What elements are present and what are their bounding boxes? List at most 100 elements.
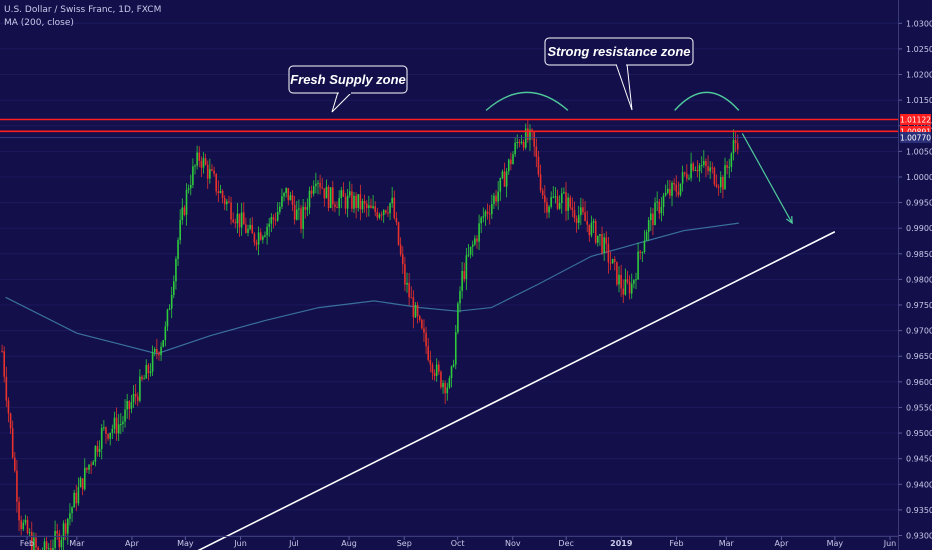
candle-body xyxy=(187,188,190,190)
candle-body xyxy=(454,332,457,365)
supply-callout[interactable]: Fresh Supply zone xyxy=(288,65,408,113)
candle-body xyxy=(463,270,466,280)
candle-body xyxy=(249,224,251,229)
candle-body xyxy=(590,222,593,236)
time-axis[interactable]: Feb Mar Apr May Jun Jul Aug Sep Oct Nov Dec 2019 Feb… xyxy=(0,536,899,549)
candle-body xyxy=(597,235,599,243)
candle-body xyxy=(332,187,334,205)
candle-body xyxy=(298,208,300,210)
candle-body xyxy=(204,158,207,165)
symbol-title: U.S. Dollar / Swiss Franc, 1D, FXCM xyxy=(4,5,162,15)
candle-body xyxy=(599,234,601,236)
candle-body xyxy=(647,220,650,232)
time-tick-label: Feb xyxy=(669,539,683,548)
candle-body xyxy=(467,254,470,256)
candle-body xyxy=(660,207,663,214)
candle-body xyxy=(486,211,489,214)
candle-body xyxy=(353,195,355,209)
time-tick-label: Jun xyxy=(883,539,897,548)
candle-body xyxy=(533,132,536,147)
candle-body xyxy=(522,141,525,148)
candle-body xyxy=(550,197,552,207)
resistance-callout[interactable]: Strong resistance zone xyxy=(544,37,694,111)
candle-body xyxy=(62,523,65,540)
candle-body xyxy=(30,532,33,550)
candle-body xyxy=(389,203,391,214)
candle-body xyxy=(563,192,565,194)
candle-body xyxy=(11,428,14,458)
forecast-arrow-head xyxy=(786,216,793,225)
candle-body xyxy=(98,448,101,452)
candle-body xyxy=(259,232,262,240)
price-tag-label: 1.00770 xyxy=(900,134,931,143)
candle-body xyxy=(584,212,586,222)
candle-body xyxy=(310,190,313,194)
candle-body xyxy=(359,194,362,210)
candle-body xyxy=(582,207,584,213)
candle-body xyxy=(264,235,266,237)
candle-body xyxy=(287,188,290,201)
candle-body xyxy=(75,492,78,504)
candle-body xyxy=(603,237,605,253)
candle-body xyxy=(64,523,67,534)
candle-body xyxy=(505,171,508,187)
candle-body xyxy=(54,530,56,548)
candle-body xyxy=(24,519,27,523)
candle-body xyxy=(719,176,722,188)
candle-body xyxy=(707,166,709,172)
candle-body xyxy=(673,182,675,185)
candle-body xyxy=(510,159,512,165)
candle-body xyxy=(69,513,71,519)
candle-body xyxy=(363,201,366,204)
candle-body xyxy=(431,364,434,373)
candle-body xyxy=(185,189,188,215)
candle-body xyxy=(365,203,368,208)
candle-body xyxy=(514,142,516,155)
candle-body xyxy=(156,348,158,353)
candle-body xyxy=(385,210,387,213)
candle-body xyxy=(527,128,529,140)
candle-body xyxy=(96,446,99,452)
time-tick-label: Apr xyxy=(775,539,790,548)
candle-body xyxy=(262,236,264,240)
candle-body xyxy=(641,252,644,254)
candle-body xyxy=(469,246,472,255)
candle-body xyxy=(474,238,476,245)
candle-body xyxy=(334,204,336,207)
candle-body xyxy=(618,274,620,285)
price-tag-label: 1.01122 xyxy=(900,115,931,124)
resistance-callout-pointer xyxy=(615,63,633,111)
candle-body xyxy=(221,190,224,198)
candle-body xyxy=(427,346,430,360)
candle-body xyxy=(503,171,506,187)
candle-body xyxy=(726,165,728,168)
candle-body xyxy=(242,212,245,225)
price-axis[interactable]: 1.030001.025001.020001.015001.010001.005… xyxy=(898,0,932,550)
candle-body xyxy=(399,244,402,255)
time-tick-label: 2019 xyxy=(610,539,633,548)
candle-body xyxy=(446,387,449,394)
candle-body xyxy=(662,195,665,208)
candle-body xyxy=(690,163,692,179)
trendline-layer xyxy=(197,231,836,550)
candle-body xyxy=(304,206,307,210)
time-tick-label: Mar xyxy=(69,539,85,548)
candle-body xyxy=(705,161,707,167)
candle-body xyxy=(713,167,716,185)
candle-body xyxy=(410,297,413,299)
candle-body xyxy=(122,421,124,424)
top-arc xyxy=(674,91,740,111)
candle-body xyxy=(736,143,739,150)
candle-body xyxy=(696,169,699,172)
candle-body xyxy=(438,364,440,372)
candle-body xyxy=(247,228,249,233)
candle-body xyxy=(325,186,328,199)
candle-body xyxy=(56,530,59,534)
price-tag-box xyxy=(900,113,931,125)
candle-body xyxy=(586,221,589,225)
candle-body xyxy=(153,348,156,353)
